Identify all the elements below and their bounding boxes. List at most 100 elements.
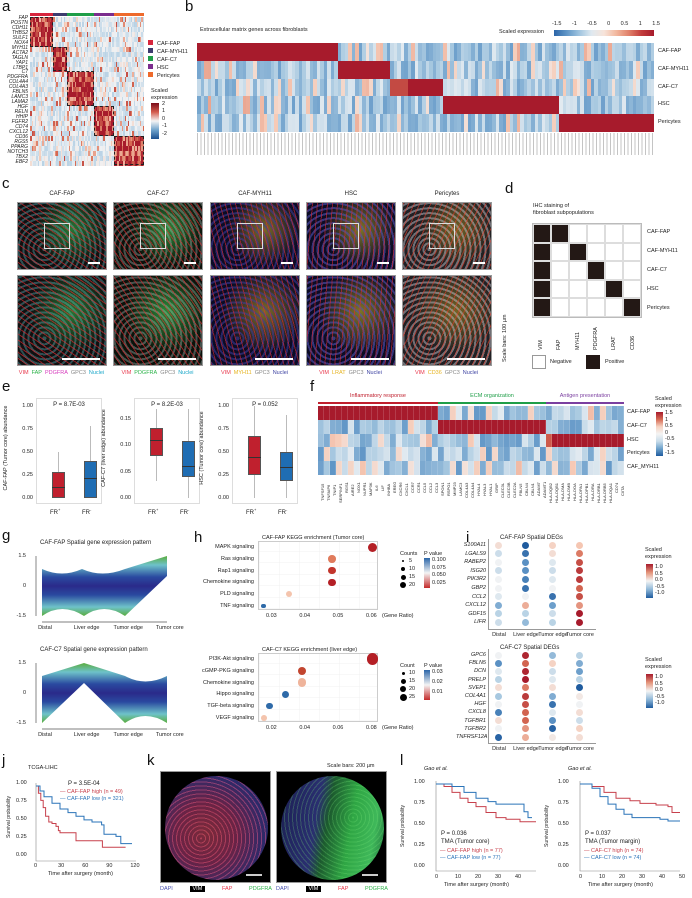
y-axis-label: Survival probability: [400, 805, 406, 847]
scale-bar: [473, 262, 485, 264]
marker-label: VIM: [18, 370, 29, 376]
x-tick: 90: [106, 863, 113, 869]
p-value: P = 0.052: [252, 402, 278, 408]
expression-dot: [548, 708, 556, 716]
plot-title: CAF-FAP Spatial DEGs: [500, 535, 563, 541]
expression-dot: [548, 676, 556, 684]
heatmap-row: [197, 96, 655, 115]
count-legend-title: Counts: [400, 551, 418, 557]
marker-label: GPC3: [70, 370, 86, 376]
gene-label: CCL2: [471, 593, 486, 600]
panel-j-title: TCGA-LIHC: [28, 765, 58, 771]
panel-k-marker-legend-1: DAPI VIM FAP PDGFRA: [160, 886, 272, 892]
x-tick: 10: [455, 874, 462, 880]
gene-label: ACTA2: [12, 49, 28, 56]
p-value: P = 3.5E-04: [68, 781, 100, 787]
expression-dot: [575, 667, 583, 675]
x-tick: Distal: [492, 632, 506, 638]
count-legend-dot: [402, 560, 404, 562]
panel-d-matrix: [532, 223, 642, 318]
panel-k-label: k: [147, 752, 155, 769]
y-axis-label: CAF-FAP (Tumor core) abundance: [3, 405, 9, 491]
row-label: CAF_MYH11: [627, 464, 659, 471]
gene-label: IL6: [374, 484, 379, 491]
expression-dot: [494, 567, 502, 575]
marker-label: PDGFRA: [249, 886, 272, 892]
x-tick: 120: [130, 863, 140, 869]
gene-label: HLA-DRB5: [602, 483, 607, 503]
gene-label: RSPO1: [446, 481, 451, 496]
scale-bar: [62, 358, 100, 360]
gene-label: RELN: [14, 109, 28, 116]
legend-item: — CAF-FAP high (n = 77): [440, 848, 503, 854]
panel-f-scale-ticks: 1.5 1 0.5 0 -0.5 -1 -1.5: [665, 410, 674, 456]
expression-dot: [575, 575, 583, 583]
y-tick: 0.50: [414, 821, 425, 827]
x-tick: 0.08: [366, 725, 377, 731]
gene-label: CD74: [614, 482, 619, 493]
cluster-color-bar: [94, 13, 114, 16]
cluster-highlight-box: [30, 17, 53, 47]
median-line: [280, 466, 293, 468]
gene-label: THBS2: [11, 29, 28, 36]
negative-cell: [587, 224, 605, 243]
plot-title: CAF-C7 Spatial DEGs: [500, 645, 560, 651]
marker-label: GPC3: [160, 370, 176, 376]
gene-label: HLA-DMB: [566, 482, 571, 501]
scale-tick: -1.5: [665, 449, 675, 456]
gene-label: HLA-DQB2: [548, 482, 553, 503]
expression-dot: [575, 618, 583, 626]
median-line: [84, 477, 97, 479]
group-bar: [546, 402, 624, 404]
count-legend-dot: [400, 582, 406, 588]
scale-colorbar: [646, 564, 653, 598]
overview-micrograph: [17, 202, 107, 270]
expression-dot: [521, 558, 529, 566]
y-axis-label: HSC (Tumor core) abundance: [199, 411, 205, 485]
row-label: Pericytes: [647, 305, 670, 311]
expression-dot: [521, 575, 529, 583]
gene-label: CCL5: [422, 482, 427, 493]
enrichment-dot: [366, 653, 378, 665]
x-tick: Distal: [38, 625, 52, 631]
expression-dot: [521, 618, 529, 626]
expression-dot: [521, 567, 529, 575]
expression-dot: [494, 692, 502, 700]
panel-k-marker-legend-2: DAPI VIM FAP PDGFRA: [276, 886, 388, 892]
panel-f-scale-title-2: expression: [655, 403, 682, 409]
enrichment-dot: [328, 578, 336, 587]
gene-label: CXCR6: [398, 481, 403, 496]
legend-item: — CAF-FAP low (n = 77): [440, 855, 501, 861]
x-tick: 0: [34, 863, 38, 869]
count-legend-dot: [399, 693, 407, 701]
positive-cell: [605, 279, 623, 299]
enrichment-dot: [285, 591, 292, 598]
y-tick: 1.00: [16, 780, 27, 786]
gene-label: NOX4: [14, 39, 28, 46]
gene-label: SULF1: [12, 34, 28, 41]
gene-label: HHIP: [16, 114, 28, 120]
negative-cell: [605, 224, 623, 243]
panel-d-col-labels: VIM FAP MYH11 PDGFRA LRAT CD36: [532, 322, 642, 352]
panel-f-colorbar: [656, 412, 663, 456]
enrichment-dot: [368, 542, 378, 552]
panel-e-label: e: [2, 378, 11, 395]
median-line: [150, 440, 163, 442]
x-tick: Liver edge: [513, 632, 539, 638]
expression-dot: [494, 550, 502, 558]
scale-title: expression: [645, 554, 672, 560]
inset-box: [333, 222, 360, 249]
expression-dot: [521, 659, 529, 667]
marker-label: VIM: [221, 370, 231, 376]
gene-label: HLA-DPB1: [584, 483, 589, 503]
y-tick: 1.5: [18, 553, 26, 559]
y-tick: 0.25: [22, 472, 33, 478]
panel-a-cluster-bar: [30, 13, 144, 16]
y-tick: 0.05: [120, 468, 131, 475]
enrichment-dot: [297, 678, 307, 687]
marker-label: DAPI: [276, 886, 289, 892]
gene-label: HGF: [474, 701, 486, 708]
gene-label: POSTN: [10, 19, 28, 26]
gene-label: TBX2: [15, 153, 28, 160]
marker-label: VIM: [319, 370, 329, 376]
